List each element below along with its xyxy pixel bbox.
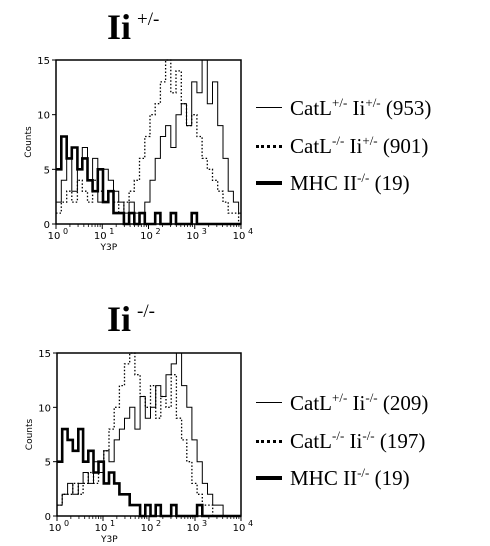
legend-item-catl-ko: CatL-/- Ii+/- (901) xyxy=(256,133,488,159)
legend-label: CatL+/- Ii-/- (209) xyxy=(290,390,429,415)
legend-item-catl-ko: CatL-/- Ii-/- (197) xyxy=(256,428,488,454)
x-tick-exponent: 0 xyxy=(64,519,69,528)
x-tick-label: 10 xyxy=(140,231,153,242)
series-line-solid-thin xyxy=(57,352,241,517)
legend-item-catl-het: CatL+/- Ii+/- (953) xyxy=(256,95,488,121)
x-tick-label: 10 xyxy=(187,523,200,534)
legend-label: CatL-/- Ii+/- (901) xyxy=(290,133,429,158)
legend-item-mhc-ko: MHC II-/- (19) xyxy=(256,465,488,491)
x-tick-exponent: 1 xyxy=(109,227,114,236)
y-tick-label: 0 xyxy=(45,512,51,523)
x-axis-label: Y3P xyxy=(100,535,118,545)
series-line-solid-bold xyxy=(56,135,241,226)
x-tick-exponent: 0 xyxy=(63,227,68,236)
series-line-solid-bold xyxy=(57,427,241,518)
y-tick-label: 10 xyxy=(37,111,50,122)
x-tick-exponent: 2 xyxy=(156,227,161,236)
plot-frame xyxy=(56,352,242,517)
panel-title-superscript: -/- xyxy=(137,301,155,322)
series-line-dotted xyxy=(57,352,241,517)
legend-swatch-solid xyxy=(256,107,282,108)
legend-label: CatL-/- Ii-/- (197) xyxy=(290,428,426,453)
legend-swatch-solid xyxy=(256,402,282,403)
legend-swatch-bold xyxy=(256,181,282,185)
x-tick-exponent: 1 xyxy=(110,519,115,528)
x-axis-label: Y3P xyxy=(100,243,118,253)
panel-title-superscript: +/- xyxy=(137,9,160,30)
panel-title-main: Ii xyxy=(107,7,132,47)
legend-label: MHC II-/- (19) xyxy=(290,465,410,490)
plot-frame xyxy=(55,59,242,225)
y-tick-label: 5 xyxy=(45,458,51,469)
panel-title: Ii +/- xyxy=(107,6,159,48)
x-tick-exponent: 2 xyxy=(156,519,161,528)
legend-label: CatL+/- Ii+/- (953) xyxy=(290,95,432,120)
legend-swatch-dotted xyxy=(256,145,282,148)
legend-swatch-dotted xyxy=(256,440,282,443)
y-tick-label: 10 xyxy=(38,403,51,414)
x-tick-exponent: 3 xyxy=(202,227,207,236)
histogram-panel-ii-ko: Ii -/- 0 5 10 15 10 0 10 1 10 2 10 3 10 4 Y3P Counts Cat… xyxy=(0,298,490,546)
x-tick-label: 10 xyxy=(94,231,107,242)
y-tick-label: 15 xyxy=(37,56,50,67)
x-tick-label: 10 xyxy=(186,231,199,242)
panel-title-main: Ii xyxy=(107,299,132,339)
x-tick-label: 10 xyxy=(49,523,62,534)
legend-item-mhc-ko: MHC II-/- (19) xyxy=(256,170,488,196)
legend-item-catl-het: CatL+/- Ii-/- (209) xyxy=(256,390,488,416)
histogram-panel-ii-het: Ii +/- 0 5 10 15 10 0 10 1 10 2 10 3 10 4 Y3P Counts Cat… xyxy=(0,0,490,272)
panel-title: Ii -/- xyxy=(107,298,155,340)
x-tick-label: 10 xyxy=(141,523,154,534)
y-tick-label: 15 xyxy=(38,349,51,360)
legend-swatch-bold xyxy=(256,476,282,480)
legend-label: MHC II-/- (19) xyxy=(290,170,410,195)
y-axis-label: Counts xyxy=(25,418,35,450)
x-tick-exponent: 4 xyxy=(248,227,253,236)
x-tick-label: 10 xyxy=(233,523,246,534)
x-tick-label: 10 xyxy=(233,231,246,242)
x-tick-exponent: 3 xyxy=(202,519,207,528)
y-tick-label: 5 xyxy=(44,165,50,176)
y-tick-label: 0 xyxy=(44,220,50,231)
x-tick-exponent: 4 xyxy=(248,519,253,528)
y-axis-label: Counts xyxy=(24,126,34,158)
x-tick-label: 10 xyxy=(48,231,61,242)
x-tick-label: 10 xyxy=(95,523,108,534)
series-line-solid-thin xyxy=(56,59,242,224)
series-line-dotted xyxy=(56,59,241,225)
